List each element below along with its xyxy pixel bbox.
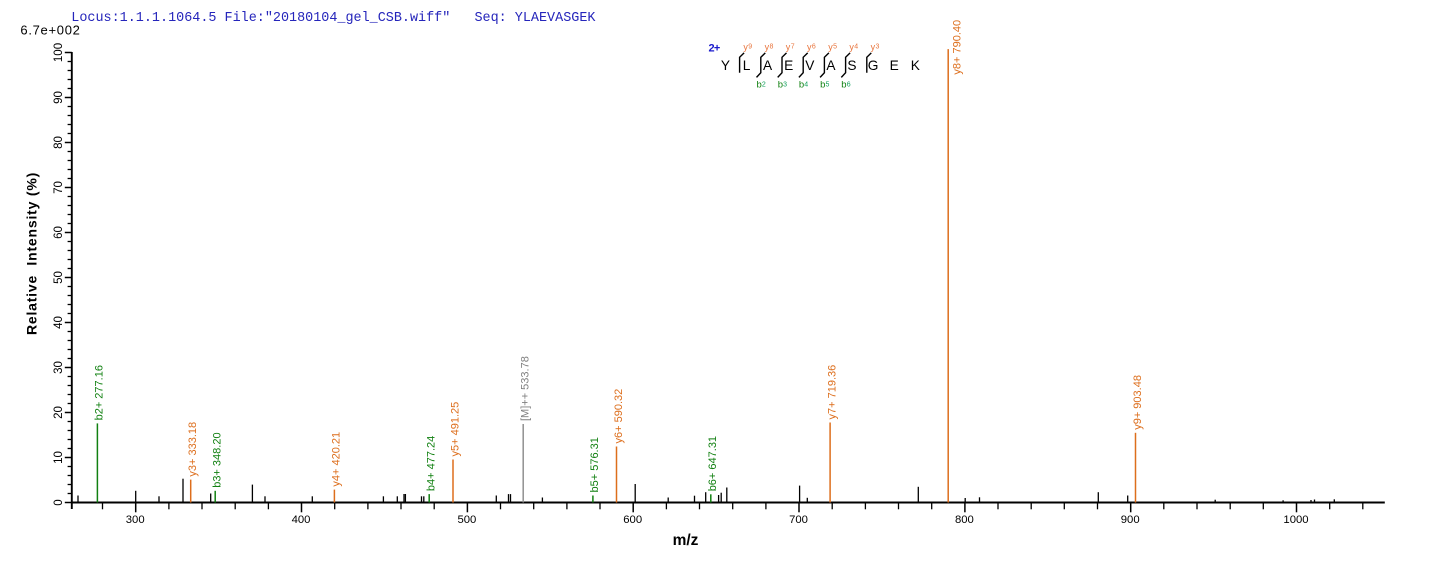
- svg-text:b: b: [778, 79, 783, 90]
- svg-text:8: 8: [770, 43, 774, 50]
- svg-text:40: 40: [53, 316, 65, 329]
- svg-text:5: 5: [826, 81, 830, 88]
- svg-text:4: 4: [854, 43, 858, 50]
- svg-text:y: y: [786, 42, 791, 52]
- svg-text:V: V: [805, 58, 815, 73]
- svg-text:y9+ 903.48: y9+ 903.48: [1132, 375, 1144, 430]
- svg-text:y8+ 790.40: y8+ 790.40: [952, 20, 964, 75]
- svg-text:b2+ 277.16: b2+ 277.16: [94, 365, 106, 420]
- svg-text:L: L: [743, 58, 751, 73]
- svg-text:4: 4: [804, 81, 808, 88]
- svg-text:50: 50: [53, 271, 65, 284]
- svg-text:y: y: [807, 42, 812, 52]
- svg-text:500: 500: [457, 514, 476, 526]
- svg-text:20: 20: [53, 406, 65, 419]
- svg-text:90: 90: [53, 91, 65, 104]
- svg-text:Relative Intensity (%): Relative Intensity (%): [24, 172, 40, 335]
- svg-text:K: K: [911, 58, 920, 73]
- svg-text:y: y: [765, 42, 770, 52]
- svg-text:A: A: [826, 58, 836, 73]
- svg-text:S: S: [847, 58, 856, 73]
- svg-text:y: y: [849, 42, 854, 52]
- svg-text:6.7e+002: 6.7e+002: [20, 23, 80, 38]
- svg-text:E: E: [890, 58, 899, 73]
- svg-text:y: y: [828, 42, 833, 52]
- svg-text:[M]++ 533.78: [M]++ 533.78: [520, 356, 532, 421]
- svg-text:60: 60: [53, 226, 65, 239]
- svg-text:100: 100: [53, 43, 65, 62]
- svg-text:y5+ 491.25: y5+ 491.25: [449, 402, 461, 457]
- svg-text:y: y: [743, 42, 748, 52]
- svg-text:b3+ 348.20: b3+ 348.20: [212, 432, 224, 487]
- svg-text:b: b: [799, 79, 804, 90]
- svg-text:m/z: m/z: [673, 532, 699, 549]
- svg-text:y6+ 590.32: y6+ 590.32: [613, 389, 625, 444]
- svg-text:2+: 2+: [709, 42, 720, 54]
- svg-text:b: b: [757, 79, 762, 90]
- svg-text:y4+ 420.21: y4+ 420.21: [331, 432, 343, 487]
- svg-text:9: 9: [748, 43, 752, 50]
- svg-text:10: 10: [53, 451, 65, 464]
- svg-text:b6+ 647.31: b6+ 647.31: [707, 436, 719, 491]
- svg-text:1000: 1000: [1283, 514, 1308, 526]
- svg-text:7: 7: [791, 43, 795, 50]
- svg-text:3: 3: [783, 81, 787, 88]
- svg-text:400: 400: [292, 514, 311, 526]
- svg-text:Y: Y: [721, 58, 730, 73]
- svg-text:y7+ 719.36: y7+ 719.36: [826, 365, 838, 420]
- svg-text:b4+ 477.24: b4+ 477.24: [426, 436, 438, 491]
- svg-text:30: 30: [53, 361, 65, 374]
- svg-text:80: 80: [53, 136, 65, 149]
- svg-text:900: 900: [1121, 514, 1140, 526]
- svg-text:6: 6: [812, 43, 816, 50]
- svg-text:b: b: [820, 79, 825, 90]
- svg-text:600: 600: [623, 514, 642, 526]
- svg-text:Locus:1.1.1.1064.5 File:"20180: Locus:1.1.1.1064.5 File:"20180104_gel_CS…: [71, 11, 596, 26]
- svg-text:E: E: [784, 58, 793, 73]
- svg-text:2: 2: [762, 81, 766, 88]
- svg-text:b5+ 576.31: b5+ 576.31: [589, 437, 601, 492]
- svg-text:y: y: [871, 42, 876, 52]
- svg-text:70: 70: [53, 181, 65, 194]
- svg-text:5: 5: [833, 43, 837, 50]
- svg-text:0: 0: [53, 499, 65, 505]
- svg-text:3: 3: [876, 43, 880, 50]
- svg-text:6: 6: [847, 81, 851, 88]
- svg-text:300: 300: [126, 514, 145, 526]
- svg-text:G: G: [868, 58, 879, 73]
- svg-text:y3+ 333.18: y3+ 333.18: [187, 422, 199, 477]
- svg-text:b: b: [841, 79, 846, 90]
- svg-text:A: A: [763, 58, 773, 73]
- svg-text:800: 800: [955, 514, 974, 526]
- svg-text:700: 700: [789, 514, 808, 526]
